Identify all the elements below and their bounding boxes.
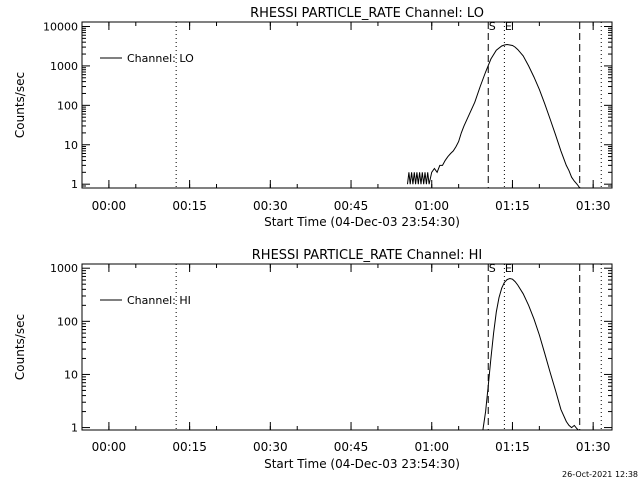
x-tick-label: 00:00: [92, 440, 127, 454]
y-tick-label: 10000: [43, 20, 78, 33]
x-tick-label: 00:30: [253, 440, 288, 454]
x-axis-label: Start Time (04-Dec-03 23:54:30): [264, 215, 460, 229]
y-tick-label: 1: [71, 178, 78, 191]
chart-title: RHESSI PARTICLE_RATE Channel: LO: [250, 6, 484, 21]
y-axis-label: Counts/sec: [13, 314, 27, 380]
x-tick-label: 00:45: [334, 440, 369, 454]
y-tick-label: 10: [64, 139, 78, 152]
y-tick-label: 1000: [50, 60, 78, 73]
legend-label: Channel: LO: [127, 52, 194, 65]
x-tick-label: 00:15: [172, 199, 207, 213]
chart-title: RHESSI PARTICLE_RATE Channel: HI: [252, 248, 482, 263]
x-tick-label: 00:45: [334, 199, 369, 213]
y-tick-label: 1: [71, 422, 78, 435]
x-tick-label: 00:30: [253, 199, 288, 213]
event-marker-label: E: [505, 262, 512, 275]
x-tick-label: 00:00: [92, 199, 127, 213]
x-tick-label: 01:30: [576, 199, 611, 213]
plot-hi-channel: RHESSI PARTICLE_RATE Channel: HI Counts/s…: [13, 248, 613, 471]
x-tick-label: 01:00: [414, 440, 449, 454]
event-marker-label: E: [505, 20, 512, 33]
legend-label: Channel: HI: [127, 294, 191, 307]
y-tick-label: 1000: [50, 262, 78, 275]
plot-frame: [81, 21, 613, 189]
series-line: [407, 43, 581, 189]
series-line: [482, 277, 579, 431]
y-axis-label: Counts/sec: [13, 72, 27, 138]
event-marker-label: S: [489, 262, 496, 275]
x-tick-label: 01:30: [576, 440, 611, 454]
y-tick-label: 100: [57, 99, 78, 112]
x-tick-label: 01:15: [495, 199, 530, 213]
x-tick-label: 00:15: [172, 440, 207, 454]
plot-lo-channel: RHESSI PARTICLE_RATE Channel: LO Counts/s…: [13, 6, 613, 229]
x-tick-label: 01:15: [495, 440, 530, 454]
x-tick-label: 01:00: [414, 199, 449, 213]
footer-timestamp: 26-Oct-2021 12:38: [562, 470, 638, 479]
x-axis-label: Start Time (04-Dec-03 23:54:30): [264, 457, 460, 471]
plot-frame: [81, 263, 613, 431]
y-tick-label: 10: [64, 368, 78, 381]
y-tick-label: 100: [57, 315, 78, 328]
event-marker-label: S: [489, 20, 496, 33]
